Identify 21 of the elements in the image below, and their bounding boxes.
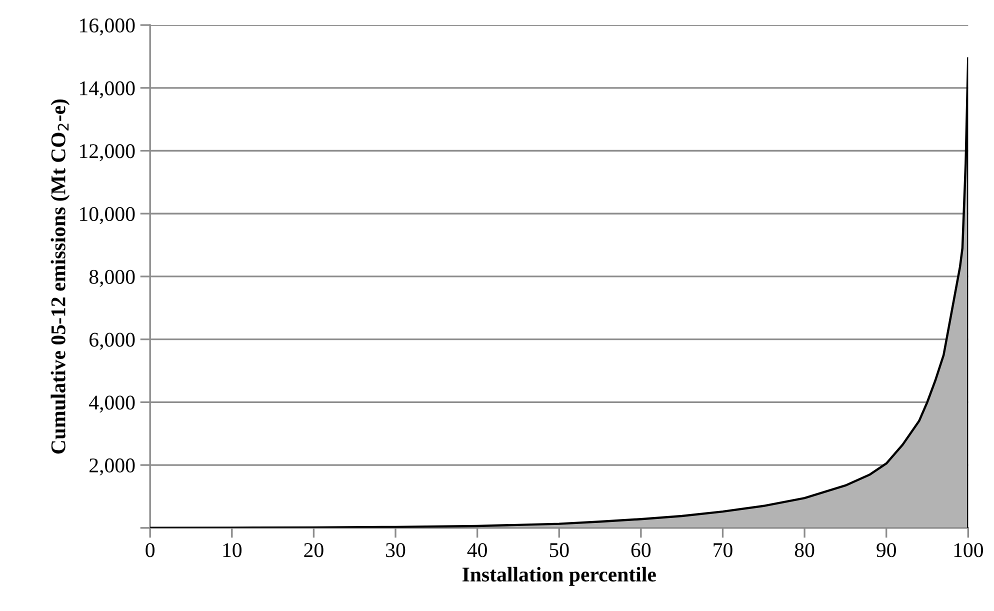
x-tick-label: 100 — [954, 543, 983, 558]
x-tick-label: 90 — [876, 543, 896, 558]
x-tick-label: 80 — [794, 543, 814, 558]
x-tick-label: 30 — [386, 543, 406, 558]
x-tick-label: 0 — [146, 543, 155, 558]
y-tick-label: 6,000 — [90, 332, 135, 350]
x-tick-label: 60 — [631, 543, 651, 558]
y-tick-label: 4,000 — [89, 396, 135, 413]
y-tick-label: 2,000 — [90, 458, 135, 476]
y-tick-label: 10,000 — [80, 206, 135, 224]
y-axis-title: Cumulative 05-12 emissions (Mt CO$_{2}$-e) — [50, 99, 70, 454]
x-tick-label: 10 — [223, 543, 242, 558]
x-axis-title: Installation percentile — [462, 566, 656, 586]
y-tick-label: 8,000 — [89, 270, 135, 287]
y-tick-label: 16,000 — [80, 18, 135, 36]
x-tick-label: 50 — [550, 543, 569, 558]
y-tick-label: 14,000 — [80, 81, 135, 98]
x-tick-label: 70 — [714, 543, 732, 558]
x-tick-label: 40 — [467, 543, 487, 558]
y-tick-label: 12,000 — [80, 144, 135, 162]
x-tick-label: 20 — [304, 543, 324, 558]
